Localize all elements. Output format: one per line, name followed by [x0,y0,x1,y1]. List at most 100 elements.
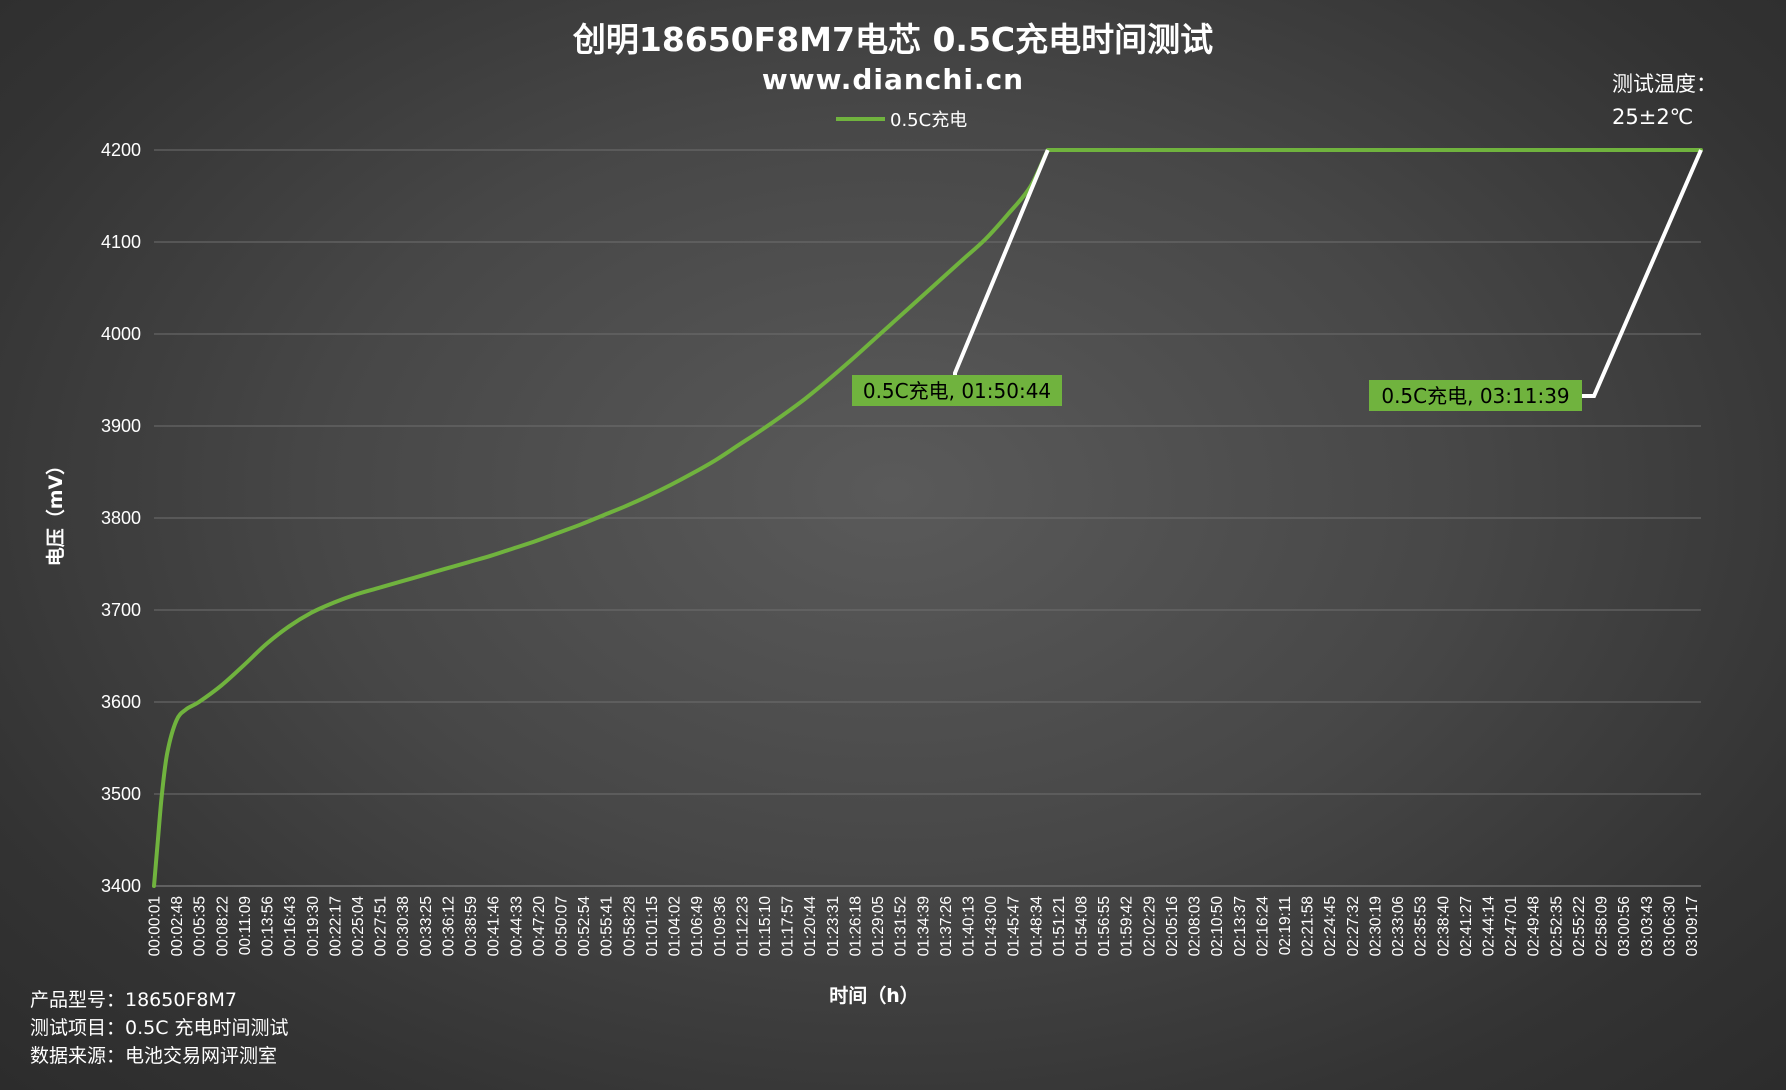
y-tick-label: 4200 [101,140,141,160]
x-tick-label: 00:55:41 [599,896,616,956]
x-tick-label: 02:33:06 [1390,896,1407,956]
series-line-0 [152,148,1703,888]
x-tick-label: 01:37:26 [938,896,955,956]
series-layer [152,148,1703,888]
x-tick-label: 00:41:46 [486,896,503,956]
x-tick-label: 01:43:00 [983,896,1000,957]
x-tick-label: 00:05:35 [192,896,209,956]
x-tick-label: 01:54:08 [1074,896,1091,956]
x-tick-label: 02:49:48 [1526,896,1543,956]
x-tick-label: 01:56:55 [1096,896,1113,956]
y-tick-label: 3800 [101,508,141,528]
x-tick-label: 00:58:28 [621,896,638,956]
y-axis-title: 电压（mV） [44,456,67,567]
x-tick-label: 02:55:22 [1571,896,1588,956]
footer-test-item: 测试项目：0.5C 充电时间测试 [30,1017,289,1039]
x-tick-label: 00:27:51 [373,896,390,956]
x-tick-label: 01:51:21 [1051,896,1068,956]
y-tick-label: 3600 [101,692,141,712]
x-tick-label: 02:10:50 [1209,896,1226,957]
x-tick-label: 01:48:34 [1028,896,1045,957]
x-tick-label: 00:30:38 [395,896,412,956]
x-tick-label: 01:20:44 [802,896,819,957]
x-tick-label: 02:38:40 [1435,896,1452,957]
x-tick-label: 01:26:18 [847,896,864,956]
annotation-labels: 0.5C充电, 01:50:44 0.5C充电, 03:11:39 [852,375,1582,411]
x-tick-label: 01:34:39 [915,896,932,956]
legend-label: 0.5C充电 [890,110,967,131]
x-tick-label: 00:19:30 [305,896,322,957]
x-tick-label: 02:30:19 [1367,896,1384,956]
x-tick-label: 01:45:47 [1006,896,1023,956]
x-tick-label: 00:44:33 [508,896,525,956]
gridlines [154,149,1701,887]
footer-model: 产品型号：18650F8M7 [30,989,237,1011]
x-axis-ticks: 00:00:01 00:02:48 00:05:35 00:08:22 00:11:09… [147,896,1702,957]
x-tick-label: 02:27:32 [1345,896,1362,956]
x-tick-label: 03:06:30 [1661,896,1678,957]
x-tick-label: 02:47:01 [1503,896,1520,956]
x-tick-label: 00:02:48 [169,896,186,956]
x-tick-label: 00:47:20 [531,896,548,957]
y-tick-label: 3500 [101,784,141,804]
x-tick-label: 02:21:58 [1300,896,1317,956]
annotation-leader-line [1582,149,1703,398]
footer-source: 数据来源：电池交易网评测室 [30,1045,277,1067]
x-tick-label: 01:40:13 [960,896,977,956]
annotation-label: 0.5C充电, 01:50:44 [863,379,1051,403]
x-tick-label: 00:25:04 [350,896,367,957]
x-tick-label: 00:16:43 [282,896,299,956]
x-tick-label: 01:09:36 [712,896,729,956]
x-tick-label: 01:01:15 [644,896,661,956]
chart-title: 创明18650F8M7电芯 0.5C充电时间测试 [572,20,1213,59]
x-tick-label: 02:52:35 [1548,896,1565,956]
x-tick-label: 01:31:52 [893,896,910,956]
y-tick-label: 4100 [101,232,141,252]
x-tick-label: 02:13:37 [1232,896,1249,956]
x-tick-label: 01:23:31 [825,896,842,956]
annotation-label-box [852,375,1062,406]
annotation-label-box [1369,380,1582,411]
x-tick-label: 00:08:22 [214,896,231,956]
y-tick-label: 3900 [101,416,141,436]
temperature-value: 25±2℃ [1612,105,1693,129]
y-tick-label: 4000 [101,324,141,344]
temperature-label: 测试温度： [1612,72,1717,96]
x-tick-label: 00:00:01 [147,896,164,956]
legend: 0.5C充电 [836,110,967,131]
x-tick-label: 01:29:05 [870,896,887,956]
x-tick-label: 01:15:10 [757,896,774,957]
x-tick-label: 03:00:56 [1616,896,1633,956]
x-tick-label: 00:33:25 [418,896,435,956]
x-tick-label: 00:38:59 [463,896,480,956]
x-tick-label: 01:12:23 [734,896,751,956]
x-tick-label: 00:50:07 [553,896,570,956]
x-tick-label: 00:22:17 [327,896,344,956]
x-tick-label: 02:16:24 [1254,896,1271,957]
annotation-leaders [953,149,1703,398]
x-tick-label: 00:13:56 [260,896,277,956]
x-tick-label: 03:03:43 [1639,896,1656,956]
y-axis-ticks: 3400 3500 3600 3700 3800 3900 4000 4100 4200 [101,140,141,896]
x-tick-label: 01:06:49 [689,896,706,956]
x-axis-title: 时间（h） [829,984,919,1007]
chart-subtitle: www.dianchi.cn [762,63,1024,96]
y-tick-label: 3700 [101,600,141,620]
x-tick-label: 02:58:09 [1594,896,1611,956]
x-tick-label: 02:08:03 [1187,896,1204,956]
x-tick-label: 02:19:11 [1277,896,1294,955]
x-tick-label: 01:04:02 [667,896,684,956]
annotation-leader-line [953,149,1050,375]
x-tick-label: 00:36:12 [440,896,457,956]
y-tick-label: 3400 [101,876,141,896]
x-tick-label: 02:41:27 [1458,896,1475,956]
x-tick-label: 03:09:17 [1684,896,1701,956]
x-tick-label: 01:59:42 [1119,896,1136,956]
annotation-label: 0.5C充电, 03:11:39 [1381,384,1569,408]
x-tick-label: 02:02:29 [1141,896,1158,956]
x-tick-label: 00:11:09 [237,896,254,955]
x-tick-label: 02:24:45 [1322,896,1339,956]
x-tick-label: 02:44:14 [1481,896,1498,957]
